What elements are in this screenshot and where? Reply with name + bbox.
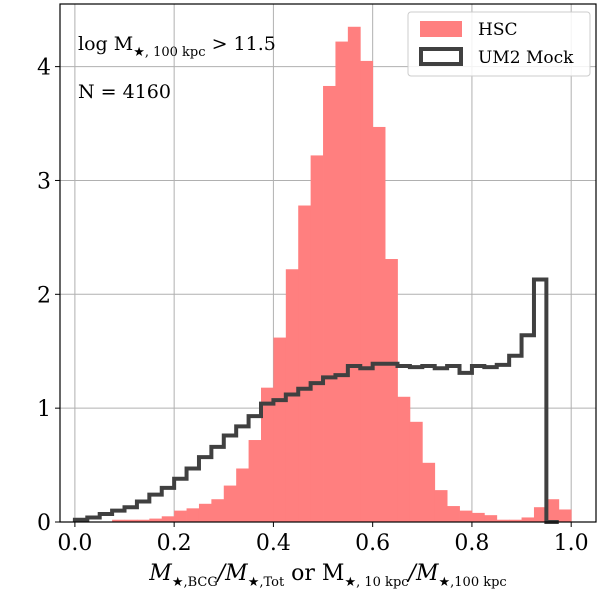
hsc-bar — [397, 396, 411, 522]
hsc-bar — [236, 468, 249, 522]
hsc-bar — [174, 510, 187, 522]
hsc-bar — [347, 26, 361, 523]
x-tick-label: 0.0 — [57, 531, 92, 556]
hsc-bar — [323, 85, 336, 522]
hsc-bar — [521, 517, 535, 522]
hsc-bar — [459, 510, 473, 522]
annotation-mass-cut: log M★, 100 kpc > 11.5 — [78, 33, 276, 60]
x-tick-label: 0.4 — [256, 531, 291, 556]
x-tick-label: 0.6 — [355, 531, 390, 556]
hsc-bar — [471, 512, 485, 522]
axis-ticks: 0.0 0.2 0.4 0.6 0.8 1.0 0 1 2 3 4 — [37, 56, 589, 556]
hsc-bar — [223, 485, 237, 522]
um2-mock-step-line — [72, 277, 559, 524]
hsc-bar — [261, 387, 274, 522]
legend-swatch-mock — [419, 47, 463, 66]
y-tick-label: 0 — [37, 511, 51, 536]
hsc-bar — [186, 508, 200, 522]
legend-label-hsc: HSC — [478, 20, 517, 40]
hsc-bar — [509, 519, 522, 522]
x-tick-label: 1.0 — [554, 531, 589, 556]
hsc-bar — [409, 421, 423, 522]
hsc-bar — [496, 519, 510, 522]
y-tick-label: 1 — [37, 397, 51, 422]
hsc-bar — [447, 506, 460, 522]
hsc-bar — [273, 337, 287, 522]
hsc-bar — [298, 205, 312, 522]
hsc-bar — [161, 516, 175, 522]
plot-frame — [59, 3, 597, 523]
hsc-bar — [124, 519, 138, 522]
hsc-bar — [372, 126, 386, 522]
x-axis-label: M★,BCG/M★,Tot or M★, 10 kpc/M★,100 kpc — [148, 561, 506, 590]
hsc-bar — [546, 499, 560, 522]
x-tick-label: 0.8 — [454, 531, 489, 556]
hsc-histogram — [112, 26, 572, 523]
hsc-bar — [385, 259, 398, 522]
annotation-sample-size: N = 4160 — [78, 81, 171, 103]
hsc-bar — [533, 507, 547, 522]
hsc-bar — [211, 499, 225, 522]
hsc-bar — [310, 155, 324, 522]
y-tick-label: 4 — [37, 56, 51, 81]
hsc-bar — [434, 490, 448, 522]
hsc-bar — [484, 515, 498, 522]
hsc-bar — [149, 518, 163, 522]
legend-swatch-hsc — [420, 21, 462, 37]
legend-label-mock: UM2 Mock — [478, 48, 574, 68]
x-tick-label: 0.2 — [157, 531, 192, 556]
hsc-bar — [198, 503, 212, 522]
y-tick-label: 2 — [37, 283, 51, 308]
hsc-bar — [248, 440, 262, 522]
legend: HSC UM2 Mock — [407, 11, 591, 77]
hsc-bar — [335, 41, 349, 523]
hsc-bar — [360, 60, 374, 523]
hsc-bar — [558, 509, 572, 522]
hsc-bar — [136, 519, 150, 522]
hsc-bar — [422, 462, 436, 522]
hsc-bar — [112, 519, 125, 522]
y-tick-label: 3 — [37, 169, 51, 194]
